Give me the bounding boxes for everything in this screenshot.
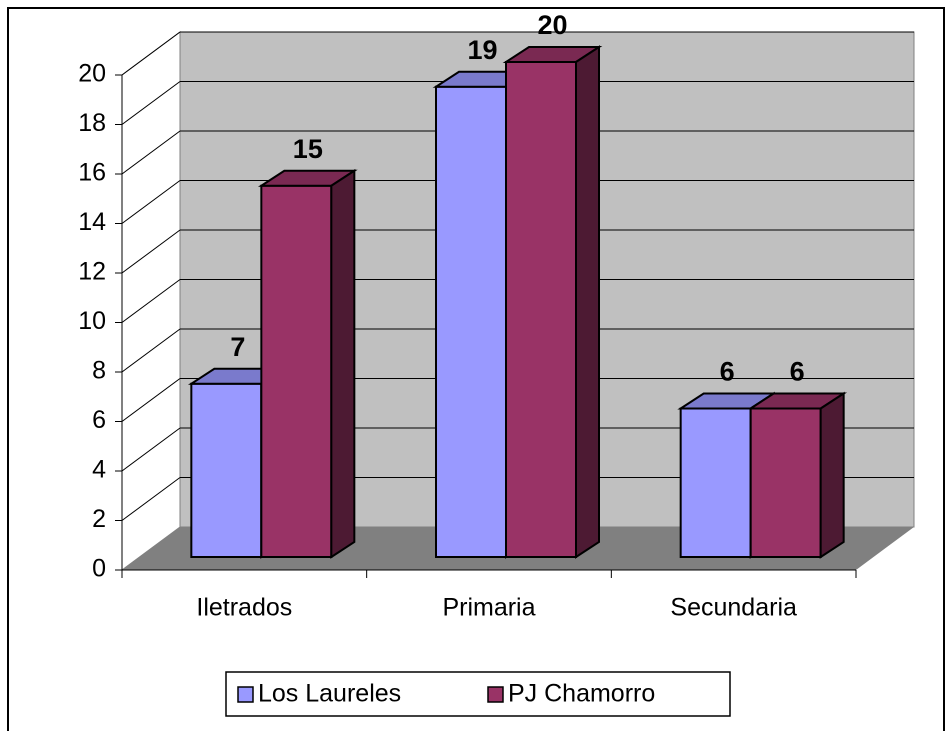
grid-line xyxy=(121,378,181,422)
grid-line xyxy=(121,180,181,224)
x-tick-label: Secundaria xyxy=(670,594,797,622)
value-label: 7 xyxy=(230,332,245,362)
grid-line xyxy=(121,328,181,373)
value-label: 6 xyxy=(790,357,805,387)
bar-front xyxy=(679,407,752,558)
grid-line xyxy=(121,427,181,472)
y-tick-label: 2 xyxy=(92,505,106,533)
y-tick-label: 20 xyxy=(78,60,106,88)
legend-label: PJ Chamorro xyxy=(508,680,655,708)
y-tick-label: 18 xyxy=(78,109,106,137)
value-label: 6 xyxy=(720,357,735,387)
grid-line xyxy=(121,130,181,175)
bar-front xyxy=(190,382,263,558)
y-tick-label: 0 xyxy=(92,555,106,583)
legend xyxy=(225,671,731,717)
grid-line xyxy=(121,81,181,125)
legend-swatch xyxy=(237,686,254,703)
x-tick-label: Iletrados xyxy=(196,594,292,622)
bar-side xyxy=(819,391,845,559)
y-tick-label: 8 xyxy=(92,357,106,385)
bar-front xyxy=(435,85,507,558)
legend-entries: Los Laureles PJ Chamorro xyxy=(237,680,655,708)
bars: 7 15 19 20 6 6 xyxy=(187,10,848,559)
bar-front xyxy=(749,407,822,558)
value-label: 19 xyxy=(467,35,497,65)
value-label: 15 xyxy=(293,134,323,164)
legend-label: Los Laureles xyxy=(258,680,401,708)
y-tick-label: 12 xyxy=(78,258,106,286)
y-tick-label: 16 xyxy=(78,159,106,187)
chart-border xyxy=(7,7,945,731)
y-tick-label: 14 xyxy=(78,208,106,236)
bar-side xyxy=(575,45,600,559)
value-label: 20 xyxy=(537,10,567,40)
grid-line xyxy=(121,31,181,76)
grid-line xyxy=(121,279,181,323)
bar-front xyxy=(260,184,333,558)
bar-front xyxy=(505,61,577,558)
bar-side xyxy=(330,168,356,559)
grid-line xyxy=(121,477,181,521)
x-tick-label: Primaria xyxy=(442,594,535,622)
y-tick-label: 4 xyxy=(92,456,106,484)
legend-swatch xyxy=(487,686,504,703)
y-tick-label: 6 xyxy=(92,406,106,434)
y-tick-label: 10 xyxy=(78,307,106,335)
grid-line xyxy=(121,229,181,274)
